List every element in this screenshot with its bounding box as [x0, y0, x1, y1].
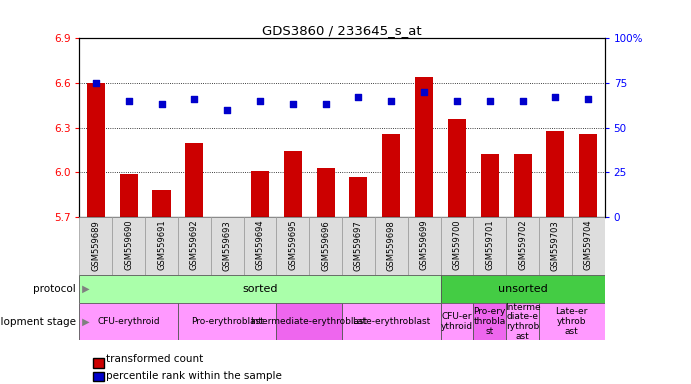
Bar: [473, 303, 506, 340]
Bar: [316, 168, 334, 217]
Point: [189, 96, 200, 102]
Text: GSM559696: GSM559696: [321, 220, 330, 271]
Bar: [309, 217, 342, 275]
Bar: [440, 217, 473, 275]
Text: GSM559698: GSM559698: [387, 220, 396, 271]
Bar: [513, 154, 531, 217]
Point: [222, 107, 233, 113]
Text: Late-er
ythrob
ast: Late-er ythrob ast: [556, 308, 588, 336]
Text: protocol: protocol: [33, 284, 76, 294]
Bar: [350, 177, 368, 217]
Point: [123, 98, 134, 104]
Text: Pro-ery
throbla
st: Pro-ery throbla st: [473, 308, 506, 336]
Bar: [382, 134, 400, 217]
Text: GSM559702: GSM559702: [518, 220, 527, 270]
Text: GSM559704: GSM559704: [584, 220, 593, 270]
Text: development stage: development stage: [0, 316, 76, 327]
Bar: [79, 217, 112, 275]
Text: CFU-er
ythroid: CFU-er ythroid: [441, 312, 473, 331]
Text: GSM559695: GSM559695: [288, 220, 297, 270]
Bar: [375, 217, 408, 275]
Text: GSM559690: GSM559690: [124, 220, 133, 270]
Bar: [440, 303, 473, 340]
Text: GSM559697: GSM559697: [354, 220, 363, 271]
Text: CFU-erythroid: CFU-erythroid: [97, 317, 160, 326]
Text: ▶: ▶: [79, 316, 90, 327]
Text: GSM559694: GSM559694: [256, 220, 265, 270]
Text: GSM559701: GSM559701: [485, 220, 494, 270]
Bar: [284, 152, 302, 217]
Bar: [579, 134, 597, 217]
Text: ▶: ▶: [79, 284, 90, 294]
Text: GSM559689: GSM559689: [91, 220, 100, 271]
Bar: [178, 217, 211, 275]
Bar: [178, 303, 276, 340]
Point: [353, 94, 364, 100]
Text: unsorted: unsorted: [498, 284, 547, 294]
Text: GSM559700: GSM559700: [453, 220, 462, 270]
Point: [386, 98, 397, 104]
Point: [451, 98, 462, 104]
Bar: [251, 171, 269, 217]
Text: GSM559693: GSM559693: [223, 220, 231, 271]
Point: [484, 98, 495, 104]
Bar: [120, 174, 138, 217]
Text: GSM559692: GSM559692: [190, 220, 199, 270]
Point: [419, 89, 430, 95]
Text: Interme
diate-e
rythrob
ast: Interme diate-e rythrob ast: [504, 303, 540, 341]
Bar: [547, 131, 565, 217]
Text: Late-erythroblast: Late-erythroblast: [352, 317, 430, 326]
Point: [156, 101, 167, 108]
Bar: [342, 303, 440, 340]
Text: transformed count: transformed count: [106, 354, 203, 364]
Title: GDS3860 / 233645_s_at: GDS3860 / 233645_s_at: [262, 24, 422, 37]
Bar: [448, 119, 466, 217]
Bar: [571, 217, 605, 275]
Bar: [79, 275, 440, 303]
Point: [550, 94, 561, 100]
Bar: [276, 303, 342, 340]
Bar: [342, 217, 375, 275]
Bar: [79, 303, 178, 340]
Bar: [243, 217, 276, 275]
Text: GSM559699: GSM559699: [419, 220, 428, 270]
Bar: [112, 217, 145, 275]
Bar: [506, 217, 539, 275]
Point: [583, 96, 594, 102]
Bar: [408, 217, 440, 275]
Text: percentile rank within the sample: percentile rank within the sample: [106, 371, 282, 381]
Bar: [440, 275, 605, 303]
Bar: [539, 217, 571, 275]
Text: Intermediate-erythroblast: Intermediate-erythroblast: [251, 317, 368, 326]
Bar: [211, 217, 243, 275]
Point: [287, 101, 299, 108]
Point: [320, 101, 331, 108]
Text: GSM559703: GSM559703: [551, 220, 560, 271]
Bar: [185, 142, 203, 217]
Point: [91, 80, 102, 86]
Point: [517, 98, 528, 104]
Bar: [481, 154, 499, 217]
Text: sorted: sorted: [243, 284, 278, 294]
Bar: [145, 217, 178, 275]
Bar: [153, 190, 171, 217]
Text: GSM559691: GSM559691: [157, 220, 166, 270]
Bar: [539, 303, 605, 340]
Bar: [506, 303, 539, 340]
Bar: [276, 217, 309, 275]
Point: [254, 98, 265, 104]
Text: Pro-erythroblast: Pro-erythroblast: [191, 317, 263, 326]
Bar: [87, 83, 105, 217]
Bar: [473, 217, 506, 275]
Bar: [415, 77, 433, 217]
